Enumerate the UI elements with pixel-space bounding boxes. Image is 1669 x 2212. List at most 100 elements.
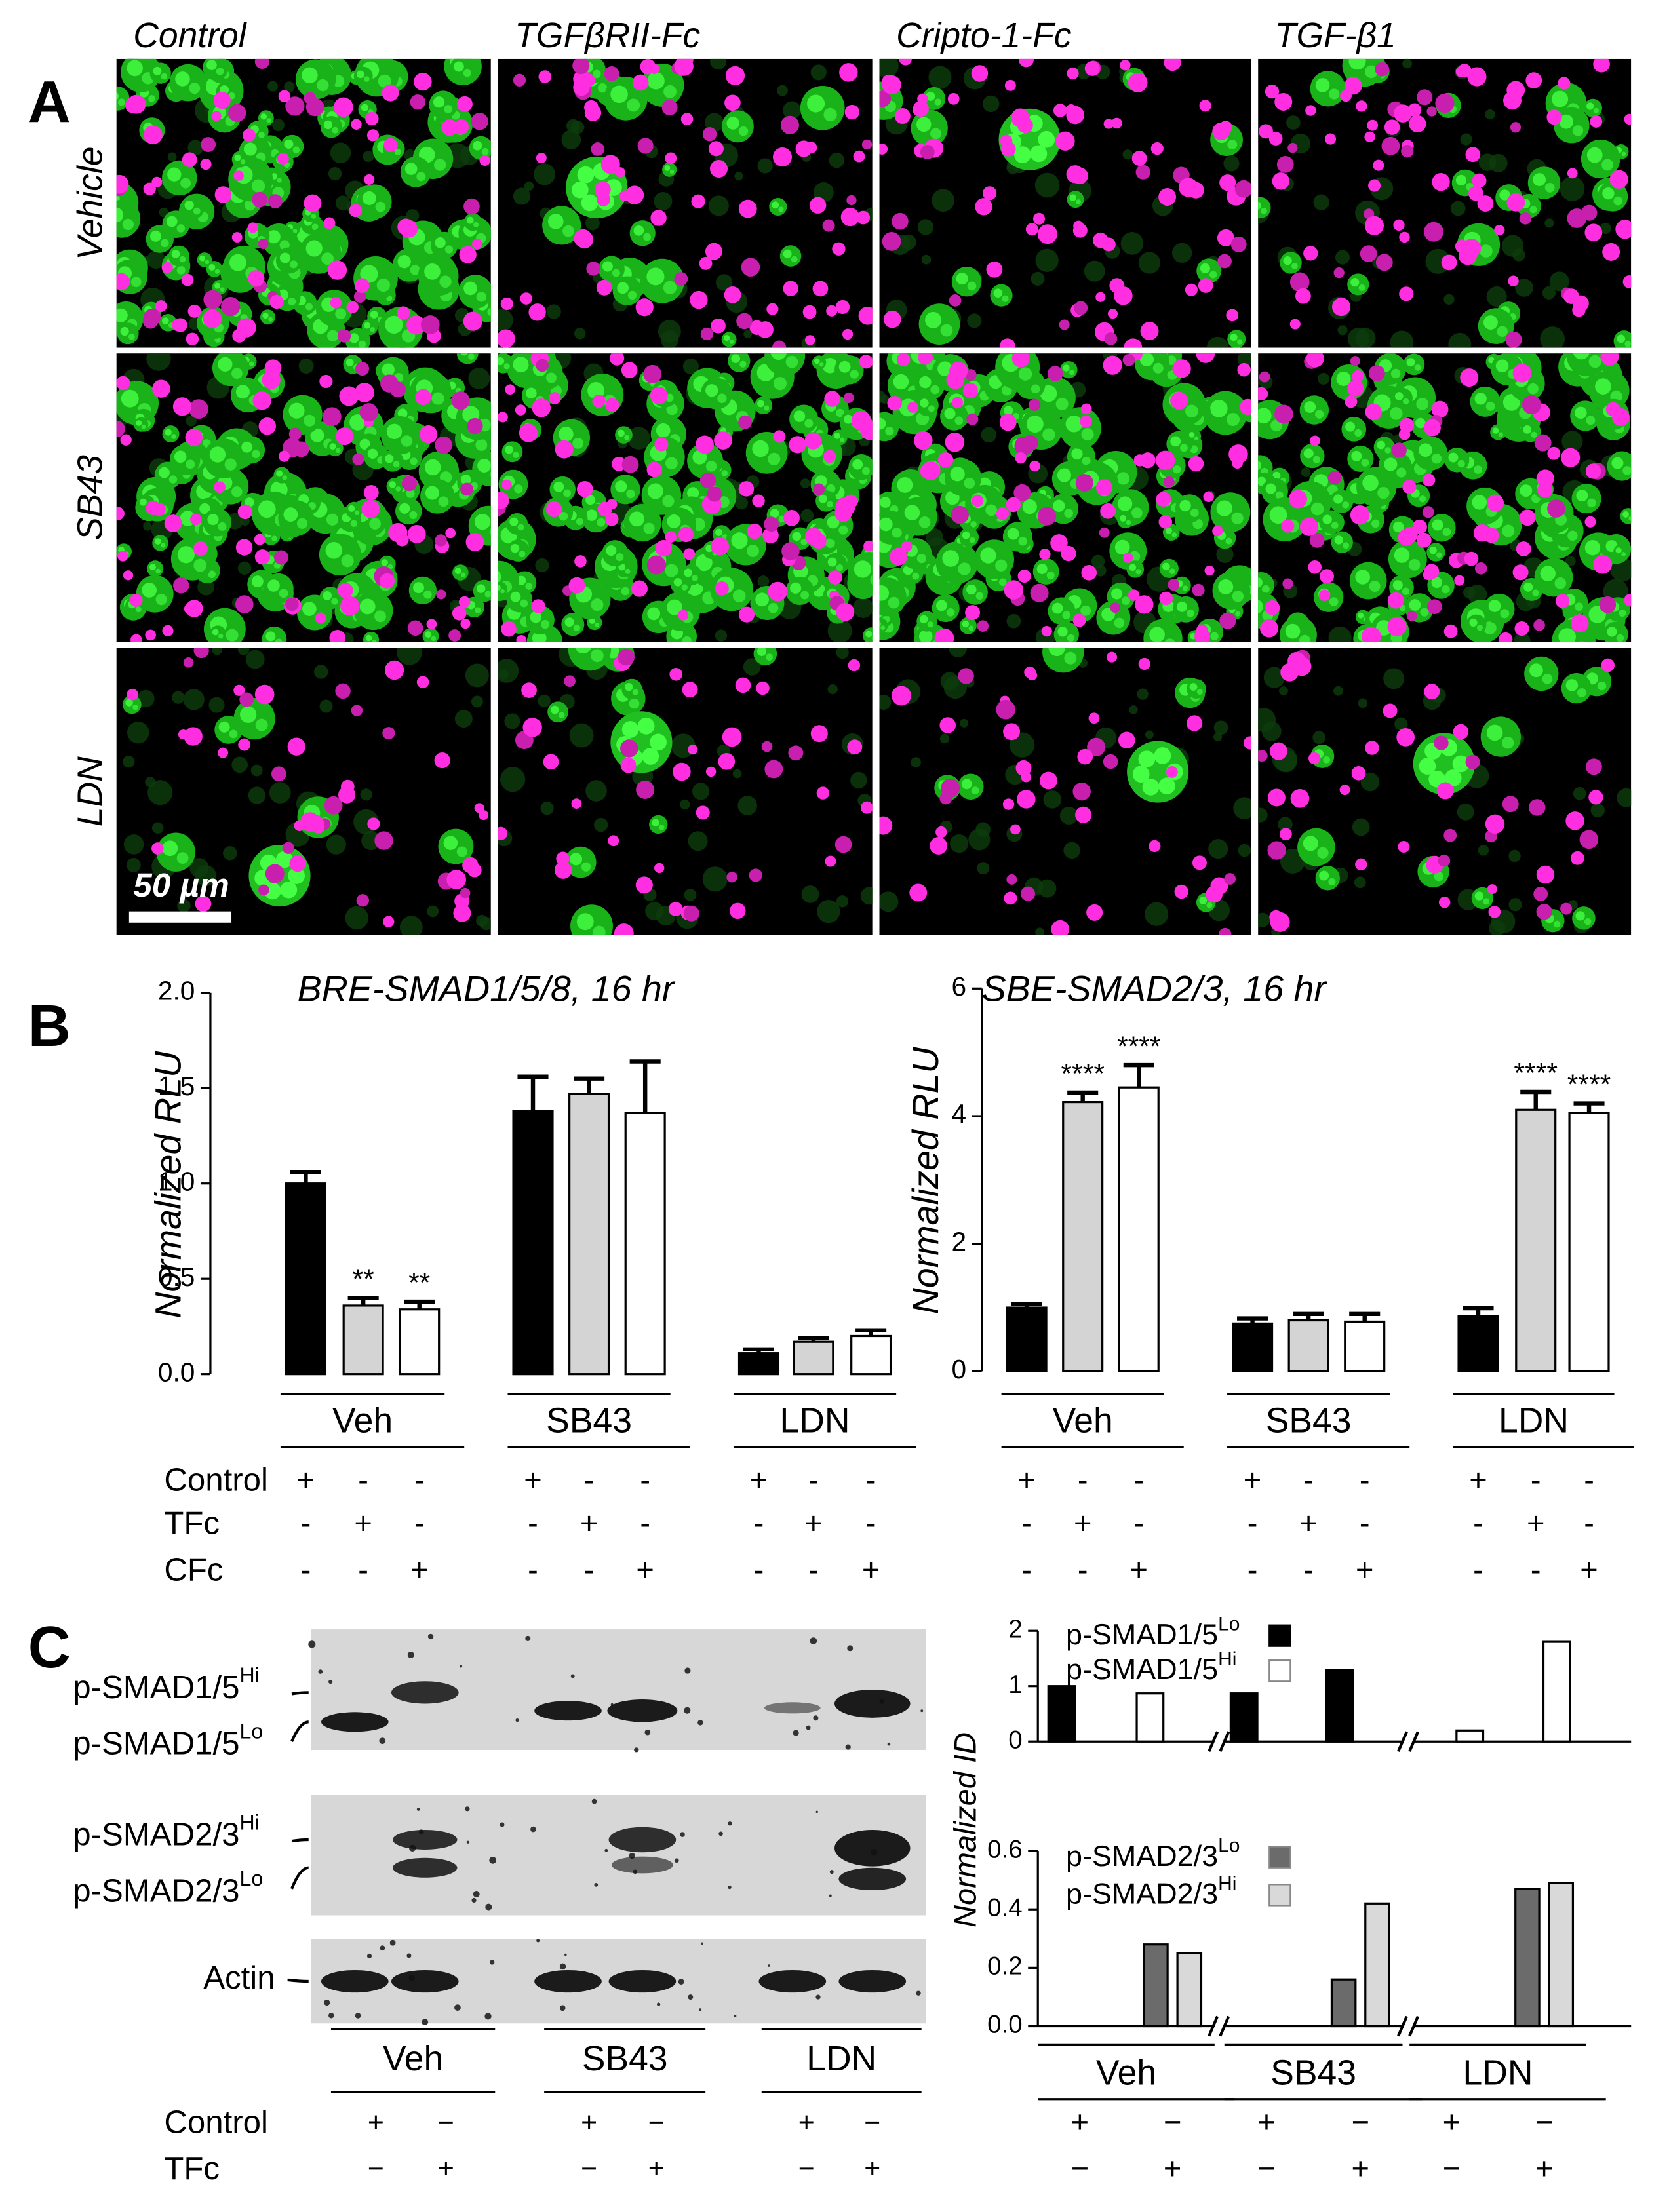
haze (682, 358, 699, 375)
nucleus (772, 340, 787, 348)
nucleus (186, 332, 199, 346)
haze (570, 121, 585, 134)
lipid-droplet (367, 448, 378, 459)
lipid-droplet (892, 528, 902, 538)
lipid-droplet (819, 362, 824, 367)
lipid-droplet (1186, 609, 1194, 617)
lipid-droplet (1384, 457, 1398, 471)
legend-label: p-SMAD1/5Hi (1066, 1648, 1236, 1686)
nucleus (448, 629, 461, 642)
haze (1095, 565, 1107, 577)
lipid-droplet (1364, 65, 1378, 79)
haze (1333, 686, 1343, 696)
lipid-droplet (656, 423, 671, 438)
lipid-droplet (127, 60, 143, 77)
treatment-label: TFc (164, 1505, 220, 1542)
lipid-droplet (376, 278, 391, 292)
lipid-droplet (165, 429, 172, 436)
lipid-droplet (1272, 471, 1281, 480)
nucleus (1159, 591, 1173, 606)
lipid-droplet (1554, 577, 1567, 589)
nucleus (843, 392, 854, 403)
nucleus (193, 541, 208, 556)
nucleus (1465, 147, 1481, 163)
lipid-droplet (393, 461, 400, 468)
lipid-droplet (912, 572, 920, 580)
nucleus (834, 836, 852, 853)
haze (546, 304, 561, 319)
lipid-droplet (729, 339, 734, 344)
nucleus (465, 533, 484, 551)
lipid-droplet (397, 408, 408, 419)
group-label: LDN (780, 1402, 850, 1441)
lipid-droplet (1258, 201, 1261, 210)
treatment-sign: - (1473, 1552, 1483, 1587)
nucleus (528, 303, 546, 321)
haze (800, 478, 810, 488)
haze (911, 757, 921, 768)
blot-speck (559, 2005, 566, 2011)
lipid-droplet (175, 71, 190, 87)
nucleus (1086, 904, 1103, 921)
treatment-sign: − (648, 2107, 665, 2139)
legend-swatch (1268, 1624, 1291, 1647)
nucleus (1327, 471, 1342, 485)
nucleus (151, 842, 164, 855)
lipid-droplet (625, 568, 631, 574)
treatment-sign: - (414, 1505, 425, 1540)
haze (949, 648, 968, 657)
nucleus (354, 278, 370, 294)
lipid-droplet (838, 525, 848, 535)
haze (498, 309, 513, 332)
significance-label: **** (1061, 1058, 1105, 1090)
haze (1084, 260, 1105, 282)
lipid-droplet (1611, 457, 1624, 469)
lipid-droplet (199, 255, 206, 262)
lipid-droplet (1190, 445, 1198, 454)
lipid-droplet (1628, 516, 1632, 521)
lipid-droplet (966, 584, 977, 595)
lipid-droplet (476, 292, 487, 302)
nucleus (380, 374, 399, 393)
lipid-droplet (1622, 466, 1632, 475)
blot-band (534, 1701, 602, 1721)
lipid-droplet (1139, 353, 1154, 367)
y-tick-label: 0.0 (987, 2011, 1023, 2039)
lipid-droplet (1182, 585, 1188, 591)
haze (1301, 467, 1311, 477)
nucleus (1138, 657, 1150, 670)
nucleus (1310, 435, 1320, 446)
haze (326, 834, 346, 855)
haze (298, 359, 314, 374)
nucleus (252, 391, 271, 410)
nucleus (383, 138, 398, 152)
nucleus (1487, 884, 1497, 895)
nucleus (1351, 766, 1366, 781)
nucleus (1061, 545, 1076, 562)
nucleus (621, 362, 638, 378)
treatment-sign: - (584, 1462, 595, 1497)
treatment-sign: - (1133, 1505, 1144, 1540)
nucleus (1396, 728, 1415, 747)
lipid-droplet (265, 631, 276, 642)
nucleus (426, 619, 437, 630)
micrograph (1258, 648, 1632, 936)
lipid-droplet (431, 636, 437, 642)
treatment-label: Control (164, 2104, 268, 2140)
group-label: LDN (1463, 2054, 1533, 2093)
lipid-droplet (1158, 777, 1175, 795)
lipid-droplet (854, 560, 872, 578)
nucleus (1622, 275, 1632, 288)
lipid-droplet (1258, 408, 1272, 424)
nucleus (1424, 684, 1440, 700)
treatment-sign: + (648, 2153, 665, 2184)
legend-label: p-SMAD2/3Hi (1066, 1872, 1236, 1910)
blot-band (758, 1969, 827, 1993)
lipid-droplet (1617, 334, 1626, 343)
nucleus (859, 355, 873, 369)
lipid-droplet (1432, 519, 1443, 531)
bar (1364, 1902, 1390, 2028)
nucleus (1122, 353, 1135, 366)
lipid-droplet (161, 543, 166, 548)
nucleus (352, 453, 364, 465)
